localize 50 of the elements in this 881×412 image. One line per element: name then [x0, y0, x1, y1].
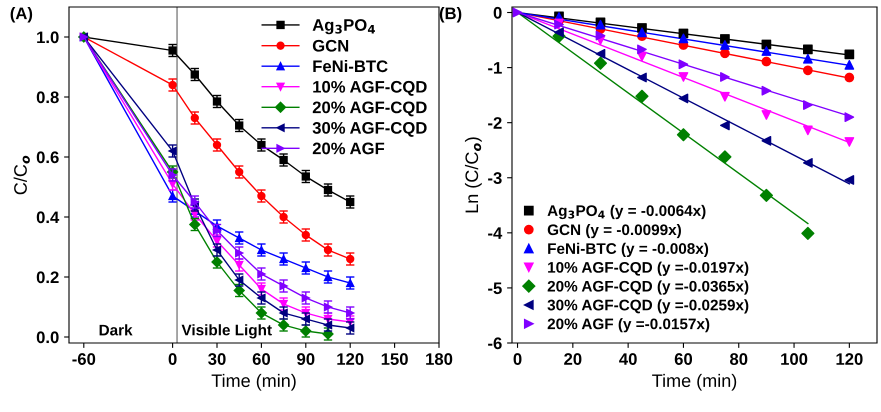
x-tick-label: 20 [564, 353, 582, 365]
chart-title: (A) [10, 7, 32, 23]
x-tick-label: -60 [72, 353, 96, 365]
y-tick-label: -3 [488, 172, 502, 184]
x-tick-label: 120 [337, 353, 364, 365]
x-tick-label: 0 [168, 353, 177, 365]
legend-label: 20% AGF-CQD [312, 101, 427, 116]
x-tick-label: 60 [674, 353, 692, 365]
x-tick-label: 150 [382, 353, 408, 365]
legend-label: 10% AGF-CQD [313, 80, 427, 96]
x-tick-label: 60 [252, 353, 270, 365]
y-axis-title: C/C$_{o}$ [14, 156, 30, 194]
legend-label: GCN (y = -0.0099x) [548, 224, 681, 238]
legend-label: GCN [312, 40, 348, 52]
legend-label: Ag$_{3}$PO$_{4}$ [312, 19, 375, 34]
legend-label: 10% AGF-CQD (y =-0.0197x) [548, 262, 748, 276]
y-tick-label: -2 [488, 117, 502, 129]
legend-label: Ag$_{3}$PO$_{4}$ (y = -0.0064x) [548, 204, 706, 220]
y-tick-label: -4 [488, 227, 502, 239]
y-tick-label: 0.2 [36, 271, 59, 284]
chart-title: (B) [440, 7, 462, 23]
annotation: Dark [100, 324, 133, 336]
y-tick-label: 0.8 [36, 91, 59, 104]
y-tick-label: -1 [488, 62, 502, 74]
x-tick-label: 40 [619, 353, 637, 365]
legend-label: 30% AGF-CQD (y =-0.0259x) [547, 299, 748, 314]
annotation: Visible Light [182, 324, 272, 338]
x-tick-label: 90 [297, 353, 314, 365]
legend-label: 20% AGF [312, 142, 384, 154]
y-axis-title: Ln (C/C$_{o}$) [464, 137, 482, 212]
x-tick-label: 180 [426, 353, 452, 365]
y-tick-label: -6 [488, 337, 502, 350]
legend-label: FeNi-BTC [313, 60, 388, 72]
y-tick-label: 0 [494, 6, 502, 19]
legend-label: 20% AGF-CQD (y =-0.0365x) [548, 280, 748, 295]
x-tick-label: 80 [730, 353, 748, 365]
x-tick-label: 100 [781, 353, 808, 365]
legend-label: 20% AGF (y =-0.0157x) [548, 318, 710, 332]
x-tick-label: 30 [208, 353, 226, 365]
y-tick-label: -5 [488, 282, 502, 294]
y-tick-label: 1.0 [37, 31, 59, 44]
x-tick-label: 120 [836, 353, 863, 365]
legend-label: 30% AGF-CQD [312, 122, 427, 137]
x-axis-title: Time (min) [652, 374, 736, 391]
y-tick-label: 0.4 [36, 211, 60, 224]
y-tick-label: 0.0 [36, 331, 59, 344]
legend-label: FeNi-BTC (y = -0.008x) [548, 242, 708, 258]
x-tick-label: 0 [514, 353, 522, 365]
y-tick-label: 0.6 [36, 151, 59, 164]
x-axis-title: Time (min) [212, 374, 296, 391]
